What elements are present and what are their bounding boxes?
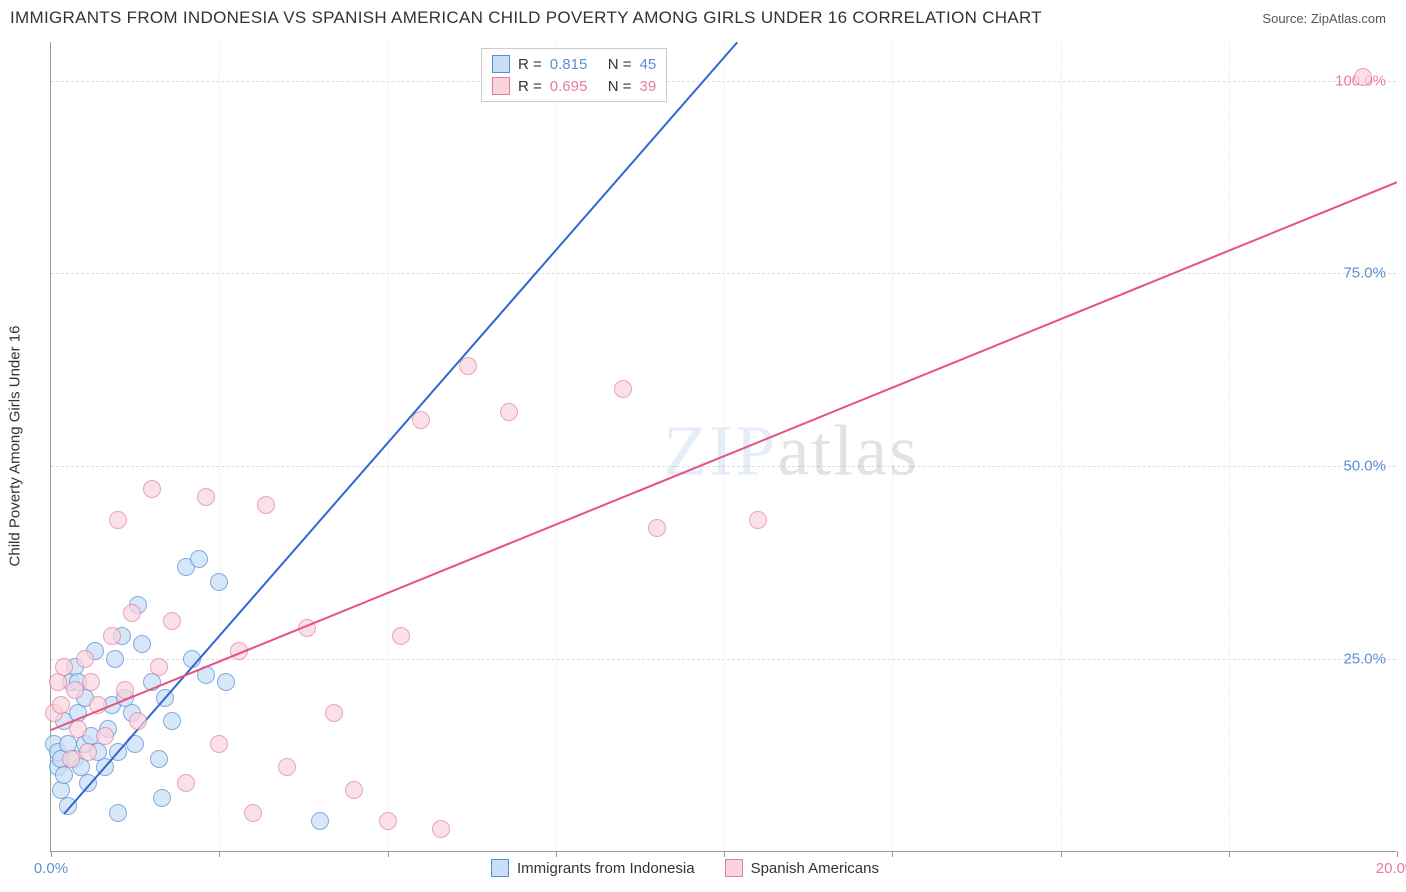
data-point-indonesia [109, 804, 127, 822]
y-tick-label: 75.0% [1343, 265, 1386, 282]
data-point-spanish [62, 750, 80, 768]
x-tick-mark [724, 851, 725, 857]
data-point-spanish [210, 735, 228, 753]
series-legend-label: Immigrants from Indonesia [517, 860, 695, 877]
data-point-spanish [49, 673, 67, 691]
data-point-spanish [150, 658, 168, 676]
data-point-spanish [129, 712, 147, 730]
data-point-indonesia [55, 766, 73, 784]
data-point-spanish [197, 488, 215, 506]
data-point-spanish [648, 519, 666, 537]
data-point-indonesia [311, 812, 329, 830]
data-point-indonesia [150, 750, 168, 768]
data-point-indonesia [163, 712, 181, 730]
x-tick-label: 20.0% [1376, 860, 1406, 877]
x-tick-mark [556, 851, 557, 857]
series-legend-item: Spanish Americans [725, 859, 879, 877]
data-point-spanish [244, 804, 262, 822]
data-point-spanish [345, 781, 363, 799]
legend-swatch-icon [491, 859, 509, 877]
data-point-indonesia [217, 673, 235, 691]
title-bar: IMMIGRANTS FROM INDONESIA VS SPANISH AME… [0, 0, 1406, 32]
data-point-spanish [412, 411, 430, 429]
legend-r-label: R = [518, 56, 542, 73]
data-point-spanish [325, 704, 343, 722]
legend-swatch-icon [492, 55, 510, 73]
data-point-spanish [76, 650, 94, 668]
data-point-spanish [109, 511, 127, 529]
data-point-spanish [749, 511, 767, 529]
series-legend-item: Immigrants from Indonesia [491, 859, 695, 877]
correlation-legend-row: R = 0.815 N = 45 [492, 53, 656, 75]
trend-line-indonesia [64, 42, 738, 815]
data-point-spanish [278, 758, 296, 776]
data-point-spanish [1354, 68, 1372, 86]
data-point-spanish [614, 380, 632, 398]
x-tick-mark [1061, 851, 1062, 857]
data-point-spanish [123, 604, 141, 622]
watermark: ZIPatlas [663, 409, 919, 492]
gridline-v [1061, 42, 1062, 851]
data-point-spanish [103, 627, 121, 645]
data-point-indonesia [133, 635, 151, 653]
y-axis-label: Child Poverty Among Girls Under 16 [7, 326, 24, 567]
series-legend: Immigrants from Indonesia Spanish America… [491, 859, 879, 877]
data-point-spanish [55, 658, 73, 676]
data-point-spanish [392, 627, 410, 645]
data-point-spanish [66, 681, 84, 699]
y-tick-label: 50.0% [1343, 458, 1386, 475]
data-point-spanish [52, 696, 70, 714]
data-point-spanish [79, 743, 97, 761]
data-point-indonesia [210, 573, 228, 591]
gridline-v [556, 42, 557, 851]
data-point-spanish [459, 357, 477, 375]
correlation-legend-row: R = 0.695 N = 39 [492, 75, 656, 97]
legend-r-label: R = [518, 78, 542, 95]
chart-title: IMMIGRANTS FROM INDONESIA VS SPANISH AME… [10, 8, 1042, 28]
data-point-indonesia [190, 550, 208, 568]
legend-n-label: N = [608, 78, 632, 95]
data-point-spanish [163, 612, 181, 630]
data-point-spanish [96, 727, 114, 745]
x-tick-mark [892, 851, 893, 857]
legend-r-value: 0.815 [550, 56, 600, 73]
legend-n-label: N = [608, 56, 632, 73]
source-value: ZipAtlas.com [1311, 11, 1386, 26]
y-tick-label: 25.0% [1343, 651, 1386, 668]
x-tick-label: 0.0% [34, 860, 68, 877]
gridline-v [388, 42, 389, 851]
data-point-spanish [379, 812, 397, 830]
series-legend-label: Spanish Americans [751, 860, 879, 877]
x-tick-mark [219, 851, 220, 857]
legend-swatch-icon [725, 859, 743, 877]
data-point-spanish [143, 480, 161, 498]
data-point-spanish [432, 820, 450, 838]
gridline-v [219, 42, 220, 851]
legend-r-value: 0.695 [550, 78, 600, 95]
data-point-spanish [257, 496, 275, 514]
source: Source: ZipAtlas.com [1262, 11, 1386, 26]
x-tick-mark [51, 851, 52, 857]
correlation-legend: R = 0.815 N = 45 R = 0.695 N = 39 [481, 48, 667, 102]
data-point-indonesia [106, 650, 124, 668]
x-tick-mark [1229, 851, 1230, 857]
x-tick-mark [1397, 851, 1398, 857]
legend-n-value: 45 [640, 56, 657, 73]
data-point-spanish [500, 403, 518, 421]
legend-n-value: 39 [640, 78, 657, 95]
data-point-spanish [177, 774, 195, 792]
x-tick-mark [388, 851, 389, 857]
source-label: Source: [1262, 11, 1307, 26]
data-point-spanish [82, 673, 100, 691]
gridline-v [1229, 42, 1230, 851]
data-point-indonesia [153, 789, 171, 807]
legend-swatch-icon [492, 77, 510, 95]
scatter-chart: 25.0%50.0%75.0%100.0%0.0%20.0%ZIPatlas R… [50, 42, 1396, 852]
